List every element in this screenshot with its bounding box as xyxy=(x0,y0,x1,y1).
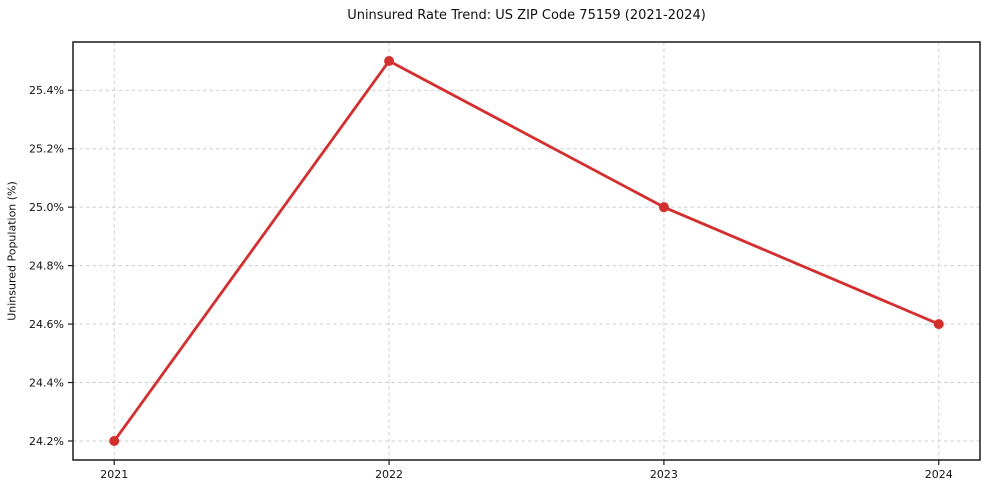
data-point-marker xyxy=(658,202,669,213)
y-tick-label: 25.4% xyxy=(29,84,64,97)
y-tick-label: 25.2% xyxy=(29,143,64,156)
x-tick-label: 2022 xyxy=(375,468,403,481)
data-point-marker xyxy=(933,319,944,330)
trend-line xyxy=(112,59,941,443)
chart-title: Uninsured Rate Trend: US ZIP Code 75159 … xyxy=(347,8,706,23)
data-point-marker xyxy=(384,56,395,66)
x-tick-label: 2023 xyxy=(650,468,678,481)
y-tick-label: 24.2% xyxy=(29,435,64,448)
data-point-marker xyxy=(109,436,120,446)
y-tick-label: 24.8% xyxy=(29,260,64,273)
y-tick-label: 24.6% xyxy=(29,318,64,331)
y-tick-label: 24.4% xyxy=(29,377,64,390)
x-tick-label: 2021 xyxy=(100,468,128,481)
y-tick-label: 25.0% xyxy=(29,201,64,214)
y-axis-label: Uninsured Population (%) xyxy=(5,181,19,321)
x-tick-label: 2024 xyxy=(925,468,953,481)
plot-border xyxy=(72,41,981,461)
